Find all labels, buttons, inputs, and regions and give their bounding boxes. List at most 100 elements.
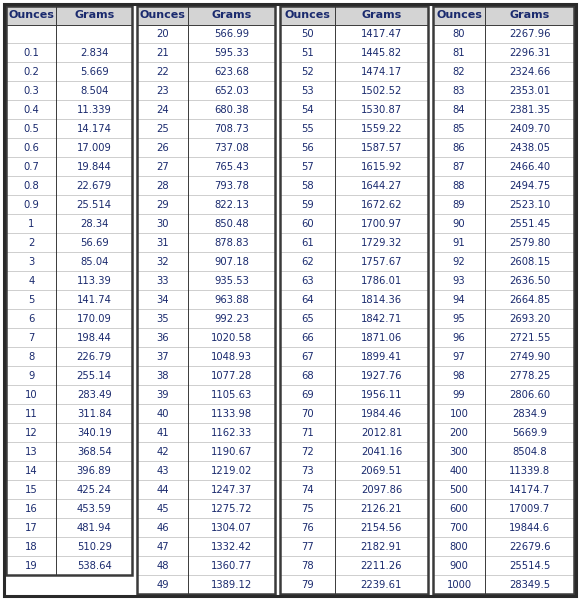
Text: 1757.67: 1757.67: [361, 257, 402, 267]
Text: 61: 61: [301, 238, 314, 248]
Text: 35: 35: [156, 314, 169, 324]
Text: 0.7: 0.7: [23, 162, 39, 172]
Text: 2523.10: 2523.10: [509, 200, 550, 210]
Text: 25: 25: [156, 124, 169, 134]
Text: 1700.97: 1700.97: [361, 219, 402, 229]
Text: 67: 67: [301, 352, 314, 362]
Text: 5: 5: [28, 295, 34, 305]
Text: 2012.81: 2012.81: [361, 428, 402, 437]
Text: 73: 73: [301, 466, 314, 476]
Text: 311.84: 311.84: [77, 409, 111, 419]
Text: 907.18: 907.18: [214, 257, 249, 267]
Text: Grams: Grams: [74, 10, 114, 20]
Text: 1389.12: 1389.12: [211, 580, 252, 590]
Text: 90: 90: [453, 219, 465, 229]
Text: 69: 69: [301, 389, 314, 400]
Text: 198.44: 198.44: [77, 333, 111, 343]
Text: 60: 60: [301, 219, 314, 229]
Text: 623.68: 623.68: [214, 67, 249, 77]
Text: 1559.22: 1559.22: [361, 124, 402, 134]
Text: 510.29: 510.29: [77, 542, 112, 551]
Text: 28349.5: 28349.5: [509, 580, 550, 590]
Text: 22: 22: [156, 67, 169, 77]
Text: 1304.07: 1304.07: [211, 523, 252, 533]
Text: 283.49: 283.49: [77, 389, 111, 400]
Text: 43: 43: [156, 466, 169, 476]
Text: 765.43: 765.43: [214, 162, 249, 172]
Text: 54: 54: [301, 105, 314, 115]
Text: 1417.47: 1417.47: [361, 29, 402, 39]
Text: 1984.46: 1984.46: [361, 409, 402, 419]
Text: 15: 15: [25, 485, 38, 494]
Text: 1842.71: 1842.71: [361, 314, 402, 324]
Text: 89: 89: [453, 200, 465, 210]
Text: 34: 34: [156, 295, 169, 305]
Text: 22679.6: 22679.6: [509, 542, 550, 551]
Text: 0.9: 0.9: [23, 200, 39, 210]
Text: 95: 95: [453, 314, 466, 324]
Bar: [137, 6, 275, 594]
Text: 45: 45: [156, 503, 169, 514]
Text: 6: 6: [28, 314, 34, 324]
Text: 793.78: 793.78: [214, 181, 249, 191]
Text: 992.23: 992.23: [214, 314, 249, 324]
Bar: [433, 6, 574, 594]
Text: 453.59: 453.59: [77, 503, 111, 514]
Text: 57: 57: [301, 162, 314, 172]
Text: 5669.9: 5669.9: [512, 428, 547, 437]
Text: 11339.8: 11339.8: [509, 466, 550, 476]
Text: 1729.32: 1729.32: [361, 238, 402, 248]
Text: 20: 20: [156, 29, 169, 39]
Text: 1360.77: 1360.77: [211, 560, 252, 571]
Text: 170.09: 170.09: [77, 314, 111, 324]
Text: 93: 93: [453, 276, 465, 286]
Text: 19844.6: 19844.6: [509, 523, 550, 533]
Text: 24: 24: [156, 105, 169, 115]
Bar: [280, 6, 428, 594]
Text: 19: 19: [25, 560, 38, 571]
Text: 49: 49: [156, 580, 169, 590]
Text: Grams: Grams: [509, 10, 550, 20]
Text: 538.64: 538.64: [77, 560, 111, 571]
Text: 70: 70: [301, 409, 314, 419]
Text: 18: 18: [25, 542, 38, 551]
Text: 11: 11: [25, 409, 38, 419]
Text: 63: 63: [301, 276, 314, 286]
Text: 368.54: 368.54: [77, 446, 111, 457]
Bar: [433, 6, 574, 594]
Text: 8.504: 8.504: [80, 86, 108, 96]
Text: 16: 16: [25, 503, 38, 514]
Text: 25.514: 25.514: [77, 200, 112, 210]
Text: 200: 200: [450, 428, 469, 437]
Text: 41: 41: [156, 428, 169, 437]
Text: 850.48: 850.48: [214, 219, 249, 229]
Text: 2608.15: 2608.15: [509, 257, 550, 267]
Text: 1020.58: 1020.58: [211, 333, 252, 343]
Text: 5.669: 5.669: [80, 67, 108, 77]
Text: 100: 100: [450, 409, 469, 419]
Text: 13: 13: [25, 446, 38, 457]
Text: Grams: Grams: [361, 10, 401, 20]
Bar: [6, 6, 132, 575]
Text: 10: 10: [25, 389, 38, 400]
Text: 76: 76: [301, 523, 314, 533]
Text: 56: 56: [301, 143, 314, 153]
Text: 84: 84: [453, 105, 465, 115]
Text: Ounces: Ounces: [140, 10, 186, 20]
Text: 2097.86: 2097.86: [361, 485, 402, 494]
Text: 1105.63: 1105.63: [211, 389, 252, 400]
Text: 86: 86: [453, 143, 465, 153]
Text: 64: 64: [301, 295, 314, 305]
Text: 47: 47: [156, 542, 169, 551]
Text: Ounces: Ounces: [436, 10, 482, 20]
Text: 80: 80: [453, 29, 465, 39]
Text: 0.1: 0.1: [23, 48, 39, 58]
Text: 25514.5: 25514.5: [509, 560, 550, 571]
Text: 56.69: 56.69: [80, 238, 108, 248]
Text: 0.2: 0.2: [23, 67, 39, 77]
Text: 21: 21: [156, 48, 169, 58]
Text: 44: 44: [156, 485, 169, 494]
Text: 48: 48: [156, 560, 169, 571]
Text: 2041.16: 2041.16: [361, 446, 402, 457]
Text: 1814.36: 1814.36: [361, 295, 402, 305]
